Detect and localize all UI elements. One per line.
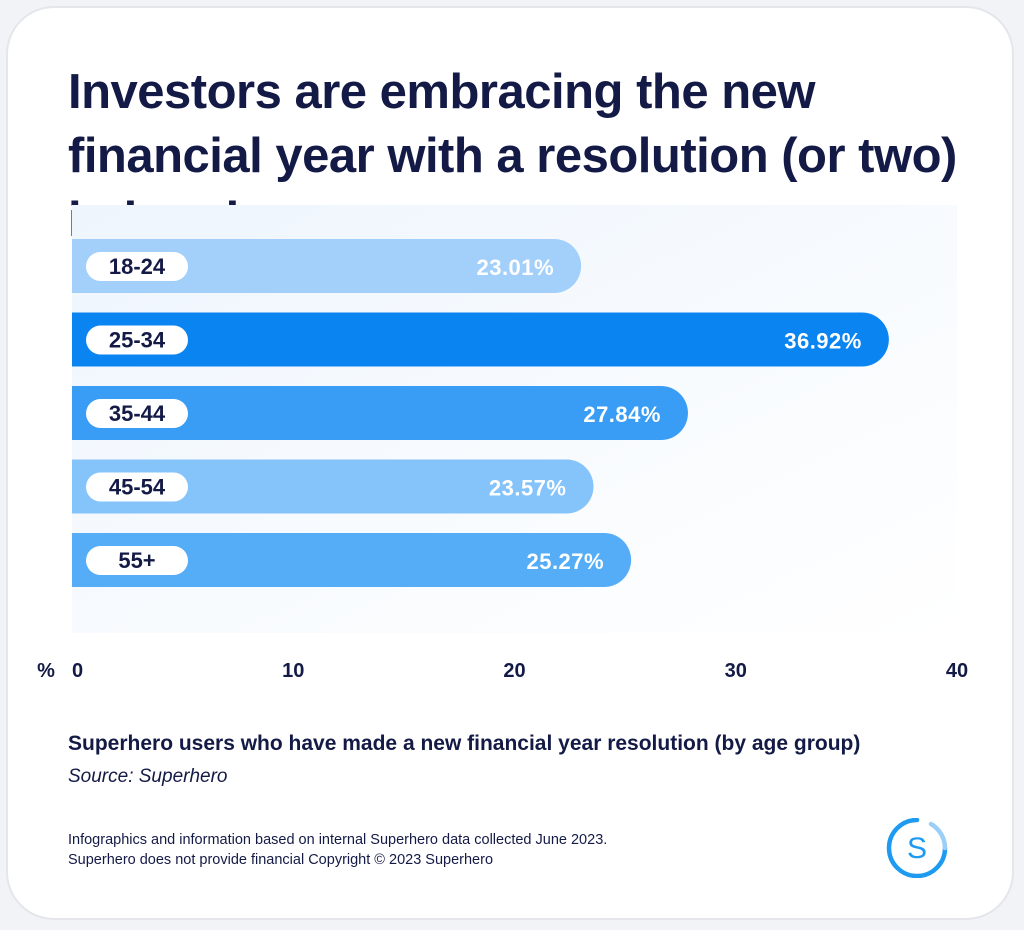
superhero-logo-icon: S	[886, 818, 948, 878]
logo-letter: S	[907, 832, 927, 865]
logo-ring-accent	[928, 821, 948, 851]
footnote-line-1: Infographics and information based on in…	[68, 832, 608, 848]
footnote-line-2: Superhero does not provide financial Cop…	[68, 852, 494, 868]
chart-description: Superhero users who have made a new fina…	[68, 732, 861, 755]
source-note: Source: Superhero	[68, 766, 228, 787]
chart-title: Investors are embracing the new financia…	[68, 65, 957, 247]
logo-ring	[886, 818, 948, 878]
